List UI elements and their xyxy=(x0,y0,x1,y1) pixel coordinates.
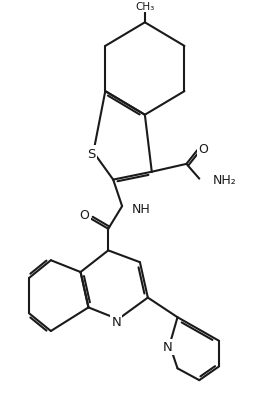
Text: CH₃: CH₃ xyxy=(135,2,154,12)
Text: NH: NH xyxy=(132,202,151,215)
Text: S: S xyxy=(87,147,96,160)
Text: N: N xyxy=(163,340,172,354)
Text: NH₂: NH₂ xyxy=(213,174,237,187)
Text: O: O xyxy=(198,142,208,155)
Text: O: O xyxy=(79,209,89,222)
Text: N: N xyxy=(111,315,121,328)
